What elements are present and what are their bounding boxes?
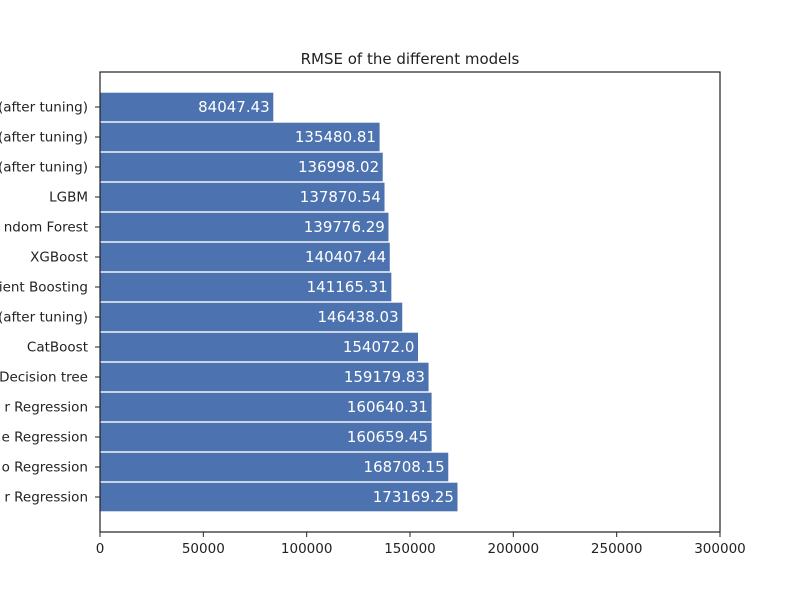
y-tick-label: ient Boosting bbox=[0, 280, 88, 296]
bar-value-label: 160640.31 bbox=[347, 398, 428, 416]
x-ticks: 0 50000 100000 150000 200000 250000 300000 bbox=[96, 532, 746, 557]
bar-10 bbox=[99, 391, 433, 423]
chart-title: RMSE of the different models bbox=[301, 50, 520, 68]
y-tick-label: (after tuning) bbox=[0, 160, 88, 176]
bar-value-label: 139776.29 bbox=[304, 218, 385, 236]
x-tick-label: 300000 bbox=[694, 541, 746, 557]
bar-13 bbox=[99, 481, 459, 513]
bar-value-label: 140407.44 bbox=[305, 248, 386, 266]
bar-value-label: 173169.25 bbox=[373, 488, 454, 506]
bar-value-label: 84047.43 bbox=[198, 98, 270, 116]
bar-value-label: 154072.0 bbox=[343, 338, 415, 356]
x-tick-label: 0 bbox=[96, 541, 105, 557]
plot-frame bbox=[99, 71, 721, 533]
y-tick-label: XGBoost bbox=[30, 250, 88, 266]
bar-value-label: 146438.03 bbox=[318, 308, 399, 326]
x-tick-label: 100000 bbox=[281, 541, 333, 557]
bar-value-label: 168708.15 bbox=[364, 458, 445, 476]
bar-12 bbox=[99, 451, 450, 483]
bar-2 bbox=[99, 151, 384, 183]
bar-value-label: 160659.45 bbox=[347, 428, 428, 446]
y-tick-label: (after tuning) bbox=[0, 310, 88, 326]
y-tick-label: r Regression bbox=[4, 490, 88, 506]
bar-value-label: 136998.02 bbox=[298, 158, 379, 176]
bar-value-label: 137870.54 bbox=[300, 188, 381, 206]
bar-value-label: 135480.81 bbox=[295, 128, 376, 146]
bar-3 bbox=[99, 181, 386, 213]
x-tick-label: 150000 bbox=[384, 541, 436, 557]
x-tick-label: 250000 bbox=[591, 541, 643, 557]
y-tick-label: LGBM bbox=[49, 190, 88, 206]
y-tick-label: Decision tree bbox=[0, 370, 88, 386]
bar-0 bbox=[99, 91, 275, 123]
y-tick-label: (after tuning) bbox=[0, 100, 88, 116]
bar-11 bbox=[99, 421, 433, 453]
bar-1 bbox=[99, 121, 381, 153]
bar-value-label: 159179.83 bbox=[344, 368, 425, 386]
bar-9 bbox=[99, 361, 430, 393]
y-tick-label: (after tuning) bbox=[0, 130, 88, 146]
bar-4 bbox=[99, 211, 390, 243]
y-tick-label: CatBoost bbox=[27, 340, 88, 356]
bars-layer: 84047.43 135480.81 136998.02 137870.54 13977… bbox=[99, 91, 459, 513]
y-tick-label: r Regression bbox=[4, 400, 88, 416]
y-tick-label: e Regression bbox=[2, 430, 88, 446]
bar-value-label: 141165.31 bbox=[307, 278, 388, 296]
y-tick-labels: (after tuning) (after tuning) (after tunin… bbox=[0, 100, 100, 506]
x-tick-label: 50000 bbox=[182, 541, 225, 557]
x-tick-label: 200000 bbox=[488, 541, 540, 557]
bar-6 bbox=[99, 271, 393, 303]
bar-5 bbox=[99, 241, 391, 273]
y-tick-label: ndom Forest bbox=[4, 220, 88, 236]
y-tick-label: o Regression bbox=[2, 460, 88, 476]
